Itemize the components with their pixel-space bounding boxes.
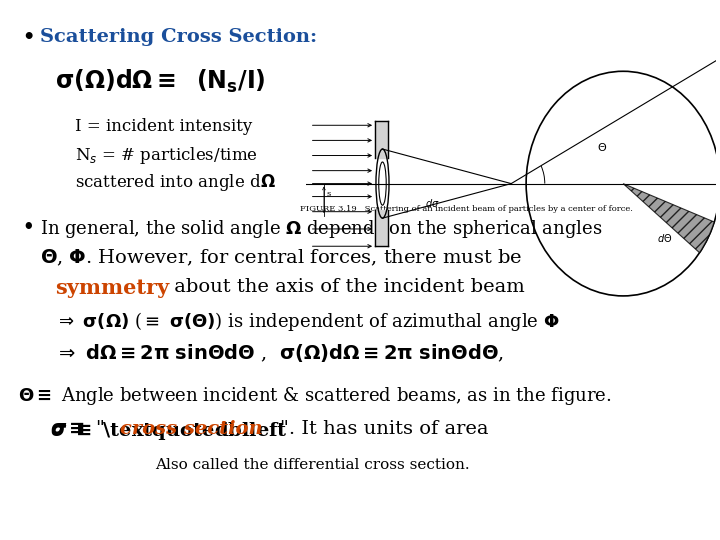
Text: $d\Theta$: $d\Theta$ [657,232,672,244]
Text: Scattering Cross Section:: Scattering Cross Section: [40,28,317,46]
Text: $\mathbf{\Theta}$, $\mathbf{\Phi}$. However, for central forces, there must be: $\mathbf{\Theta}$, $\mathbf{\Phi}$. Howe… [40,248,522,268]
Text: I = incident intensity: I = incident intensity [75,118,252,135]
Text: $\Theta$: $\Theta$ [597,141,607,153]
Text: $d\sigma$: $d\sigma$ [426,197,440,209]
Text: In general, the solid angle $\mathbf{\Omega}$ depends on the spherical angles: In general, the solid angle $\mathbf{\Om… [40,218,603,240]
Text: s: s [327,191,330,198]
Text: $\Rightarrow$ $\mathbf{d\Omega \equiv 2\pi\ sin\Theta d\Theta}$ ,  $\mathbf{\sig: $\Rightarrow$ $\mathbf{d\Omega \equiv 2\… [55,342,504,364]
Text: •: • [22,28,35,46]
Text: •: • [22,218,34,236]
Text: symmetry: symmetry [55,278,169,298]
Text: $\boldsymbol{\sigma}$ $\boldsymbol{\equiv}$ \textquotedblleft: $\boldsymbol{\sigma}$ $\boldsymbol{\equi… [50,420,288,442]
Text: about the axis of the incident beam: about the axis of the incident beam [168,278,525,296]
Text: $\mathbf{\sigma(\Omega)d\Omega \equiv}$  $\mathbf{(N_s/I)}$: $\mathbf{\sigma(\Omega)d\Omega \equiv}$ … [55,68,266,95]
Text: $\Rightarrow$ $\mathbf{\sigma(\Omega)}$ ($\equiv$ $\mathbf{\sigma(\Theta)}$) is : $\Rightarrow$ $\mathbf{\sigma(\Omega)}$ … [55,310,559,333]
Wedge shape [623,184,714,253]
Text: scattered into angle d$\mathbf{\Omega}$: scattered into angle d$\mathbf{\Omega}$ [75,172,276,193]
Text: N$_s$ = # particles/time: N$_s$ = # particles/time [75,145,258,166]
Text: FIGURE 3.19   Scattering of an incident beam of particles by a center of force.: FIGURE 3.19 Scattering of an incident be… [300,205,633,213]
Text: $\mathbf{\Theta \equiv}$ Angle between incident & scattered beams, as in the fig: $\mathbf{\Theta \equiv}$ Angle between i… [18,385,612,407]
Text: Also called the differential cross section.: Also called the differential cross secti… [155,458,469,472]
Text: $\boldsymbol{\sigma \equiv}$ ": $\boldsymbol{\sigma \equiv}$ " [50,420,104,438]
Polygon shape [375,210,388,246]
Text: ". It has units of area: ". It has units of area [280,420,488,438]
Text: cross section: cross section [120,420,263,438]
Polygon shape [375,121,388,158]
